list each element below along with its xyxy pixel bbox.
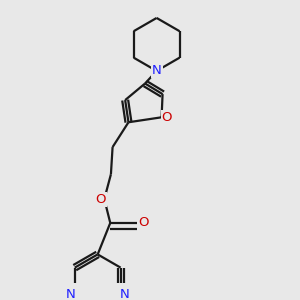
Text: O: O	[162, 111, 172, 124]
Text: O: O	[138, 216, 148, 230]
Text: O: O	[96, 193, 106, 206]
Text: N: N	[66, 288, 76, 300]
Text: N: N	[120, 288, 130, 300]
Text: N: N	[152, 64, 161, 77]
